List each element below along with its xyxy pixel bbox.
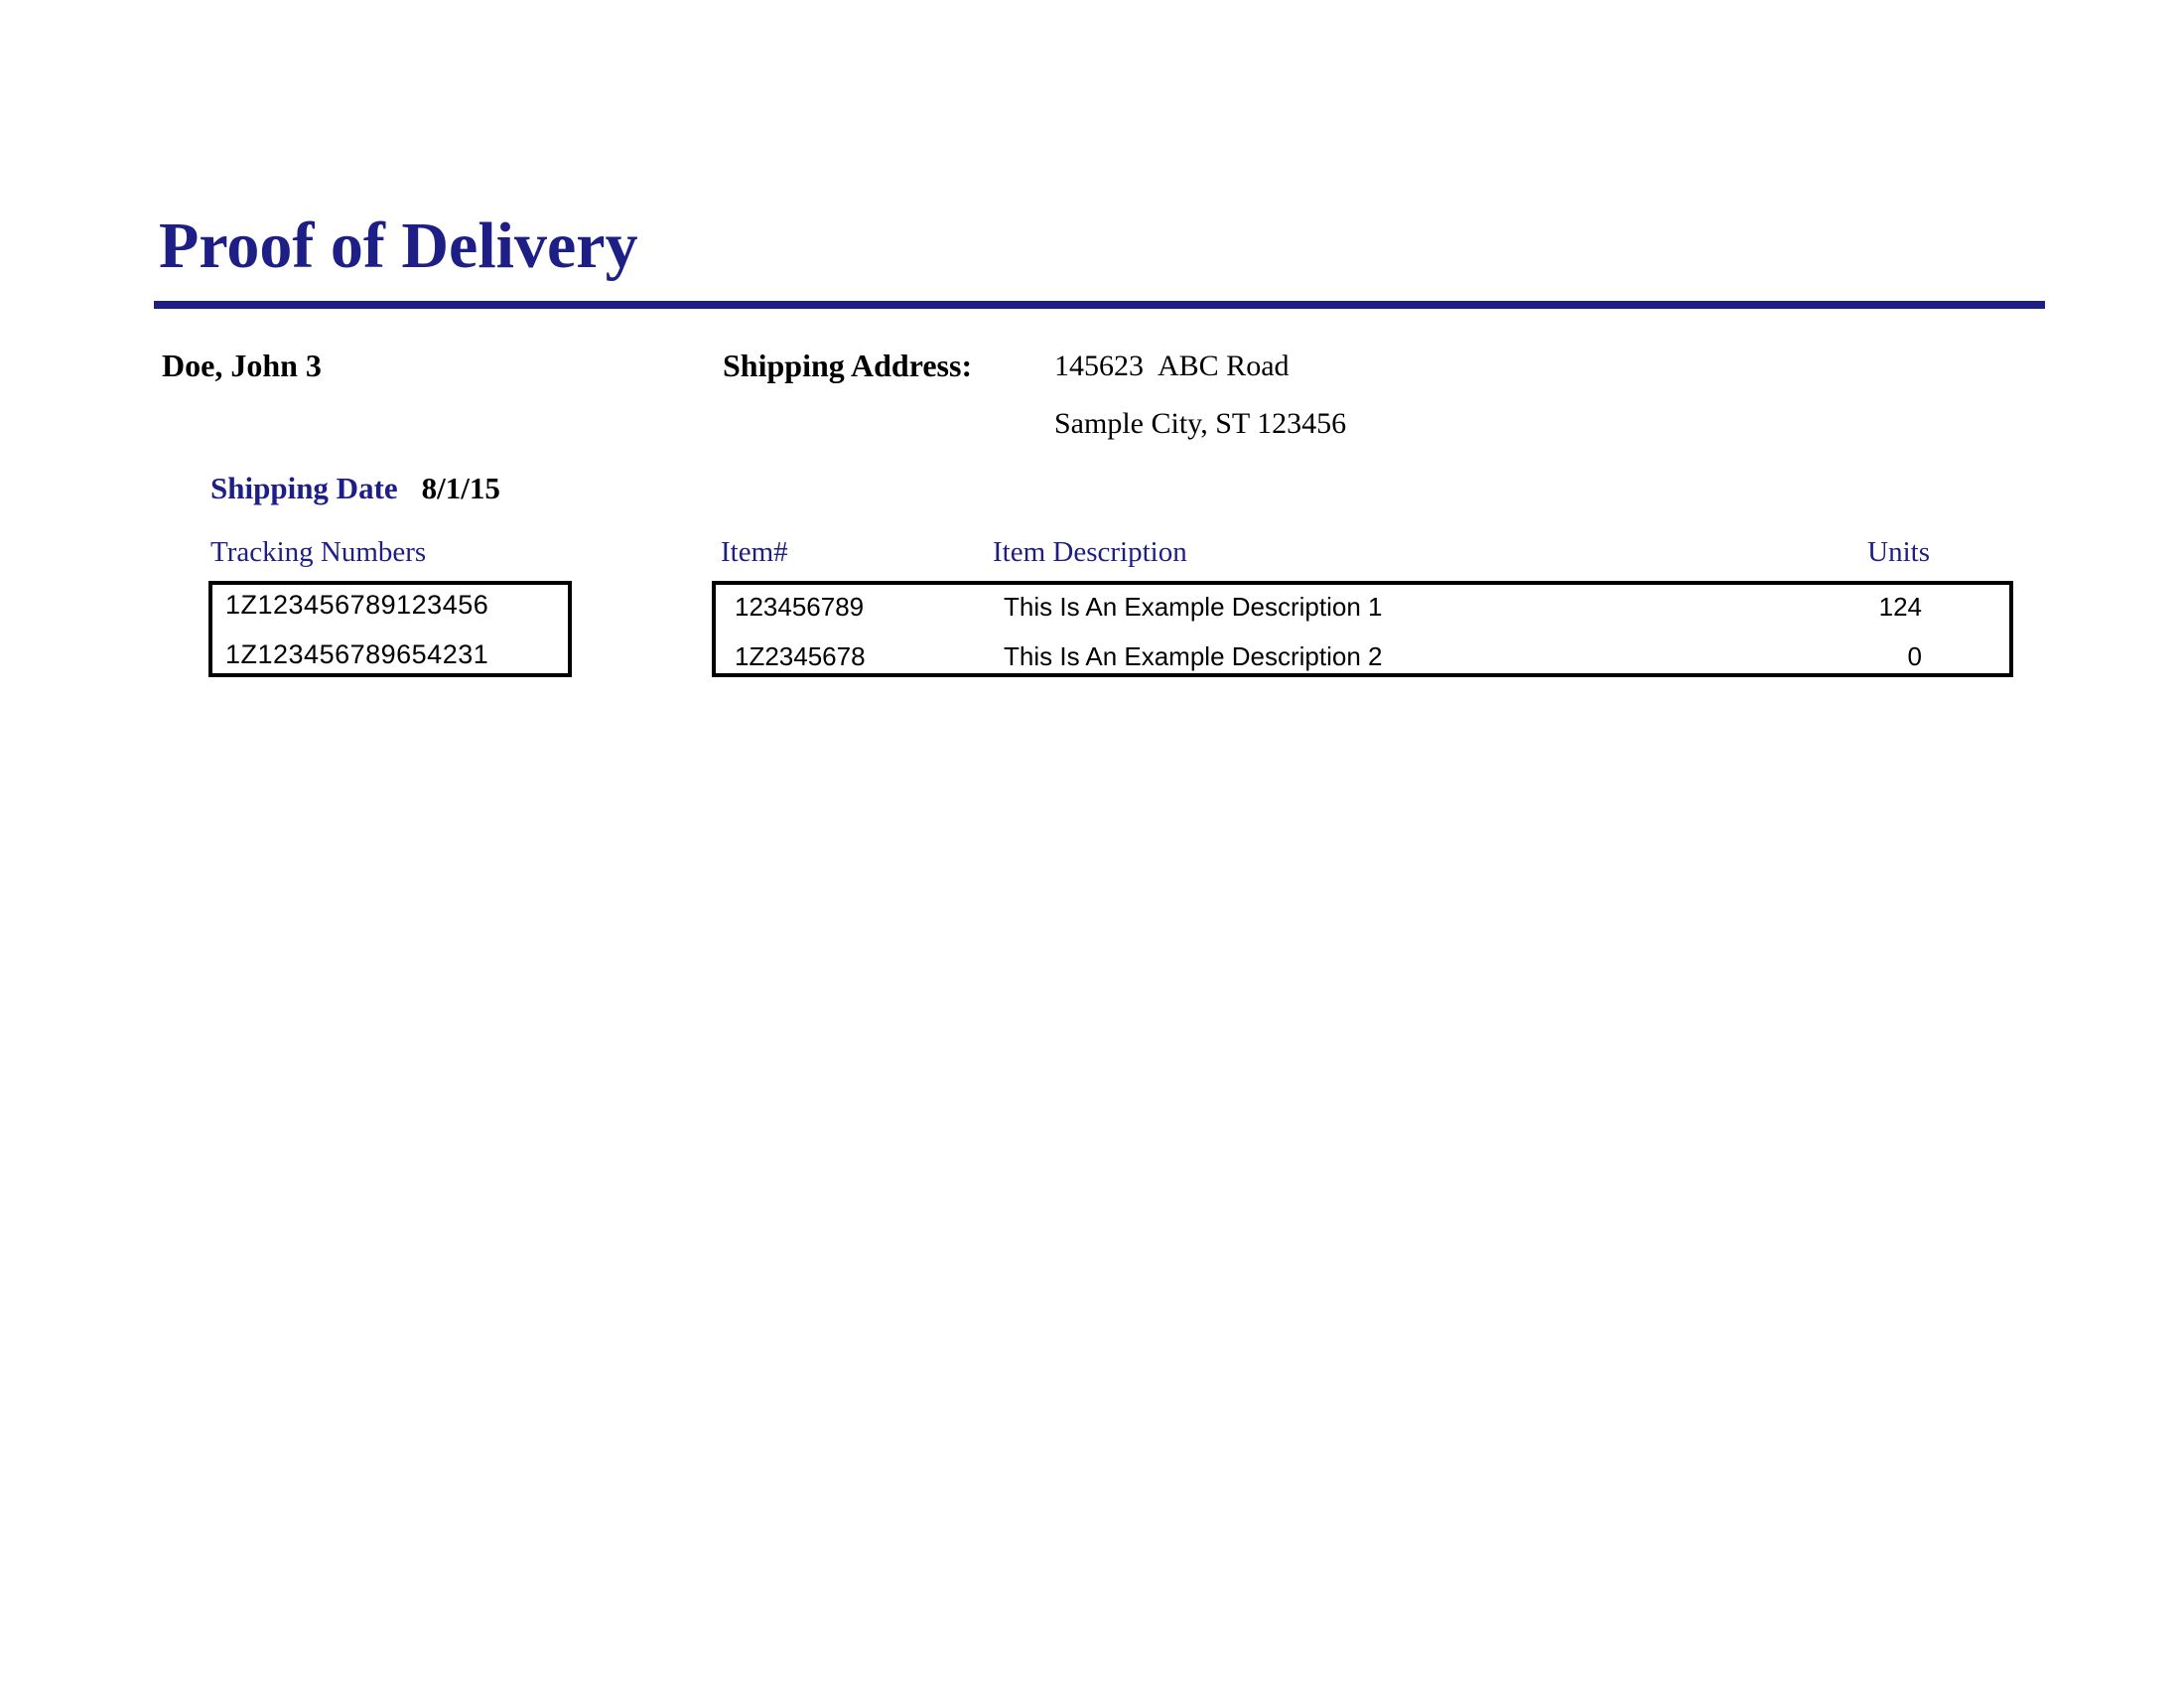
item-number-cell: 123456789 — [735, 592, 865, 622]
tracking-numbers-header: Tracking Numbers — [210, 536, 427, 568]
items-column-header-item-no: Item# — [721, 536, 788, 568]
table-row: 1Z2345678 This Is An Example Description… — [716, 641, 2009, 681]
shipping-address-street-number: 145623 — [1054, 350, 1144, 382]
table-row: 123456789 This Is An Example Description… — [716, 592, 2009, 632]
shipping-address-street-name: ABC Road — [1158, 350, 1290, 382]
title-divider — [154, 301, 2045, 309]
item-description-cell: This Is An Example Description 1 — [1004, 592, 1383, 622]
tracking-number: 1Z123456789123456 — [225, 590, 489, 620]
shipping-address-line1: 145623 ABC Road — [1054, 350, 1290, 383]
page-title: Proof of Delivery — [159, 210, 638, 282]
customer-name: Doe, John 3 — [162, 348, 322, 383]
shipping-date-label: Shipping Date — [210, 471, 398, 505]
items-table: 123456789 This Is An Example Description… — [712, 581, 2013, 677]
shipping-address-line2: Sample City, ST 123456 — [1054, 407, 1347, 440]
items-column-header-units: Units — [1867, 536, 1930, 568]
item-units-cell: 0 — [1907, 641, 1922, 671]
items-column-header-description: Item Description — [993, 536, 1187, 568]
item-description-cell: This Is An Example Description 2 — [1004, 641, 1383, 671]
item-units-cell: 124 — [1878, 592, 1922, 622]
tracking-numbers-box: 1Z123456789123456 1Z123456789654231 — [208, 581, 572, 677]
shipping-date-row: Shipping Date 8/1/15 — [210, 471, 500, 506]
item-number-cell: 1Z2345678 — [735, 641, 866, 671]
shipping-address-label: Shipping Address: — [723, 348, 973, 383]
shipping-date-value: 8/1/15 — [421, 471, 500, 505]
tracking-number: 1Z123456789654231 — [225, 639, 489, 669]
